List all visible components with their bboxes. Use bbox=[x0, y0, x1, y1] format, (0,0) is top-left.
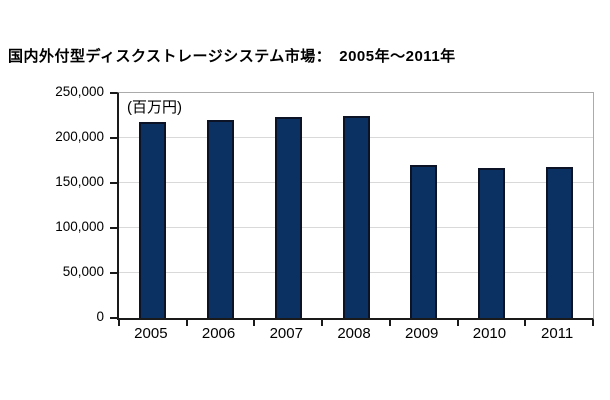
y-tick-label: 150,000 bbox=[55, 174, 104, 189]
y-tick-label: 200,000 bbox=[55, 129, 104, 144]
x-axis-tick bbox=[321, 320, 324, 326]
x-axis-tick bbox=[456, 320, 459, 326]
y-axis-tick bbox=[110, 227, 117, 229]
x-tick-label: 2007 bbox=[269, 325, 303, 342]
unit-label: (百万円) bbox=[127, 99, 182, 116]
x-tick-label: 2008 bbox=[337, 325, 371, 342]
bar-2007 bbox=[274, 117, 302, 318]
bar-2009 bbox=[410, 165, 438, 318]
x-tick-label: 2011 bbox=[541, 325, 574, 342]
bar-2005 bbox=[139, 121, 167, 318]
y-axis-tick bbox=[110, 272, 117, 274]
y-tick-label: 50,000 bbox=[62, 264, 104, 279]
x-tick-label: 2005 bbox=[134, 325, 168, 342]
y-axis-tick bbox=[110, 137, 117, 139]
plot-area: (百万円) bbox=[110, 92, 594, 326]
x-axis-tick bbox=[253, 320, 256, 326]
bar-2010 bbox=[477, 167, 505, 318]
x-tick-label: 2009 bbox=[405, 325, 439, 342]
x-axis-tick bbox=[524, 320, 527, 326]
y-axis-labels: 0 50,000 100,000 150,000 200,000 250,000 bbox=[0, 84, 110, 324]
x-axis-tick bbox=[118, 320, 120, 326]
y-axis-tick bbox=[110, 317, 117, 319]
y-tick-label: 250,000 bbox=[55, 84, 104, 99]
x-axis-tick bbox=[388, 320, 391, 326]
x-axis-tick bbox=[185, 320, 188, 326]
y-tick-label: 0 bbox=[96, 309, 104, 324]
y-tick-label: 100,000 bbox=[55, 219, 104, 234]
x-axis-labels: 2005 2006 2007 2008 2009 2010 2011 bbox=[117, 325, 591, 345]
x-tick-label: 2006 bbox=[201, 325, 236, 342]
x-axis-tick bbox=[592, 320, 594, 326]
x-tick-label: 2010 bbox=[472, 325, 507, 342]
y-axis-tick bbox=[110, 92, 117, 94]
chart-title: 国内外付型ディスクストレージシステム市場： 2005年～2011年 bbox=[8, 48, 456, 65]
bar-2011 bbox=[545, 166, 573, 318]
bar-2008 bbox=[342, 115, 370, 318]
bar-2006 bbox=[207, 120, 235, 318]
y-axis-tick bbox=[110, 182, 117, 184]
